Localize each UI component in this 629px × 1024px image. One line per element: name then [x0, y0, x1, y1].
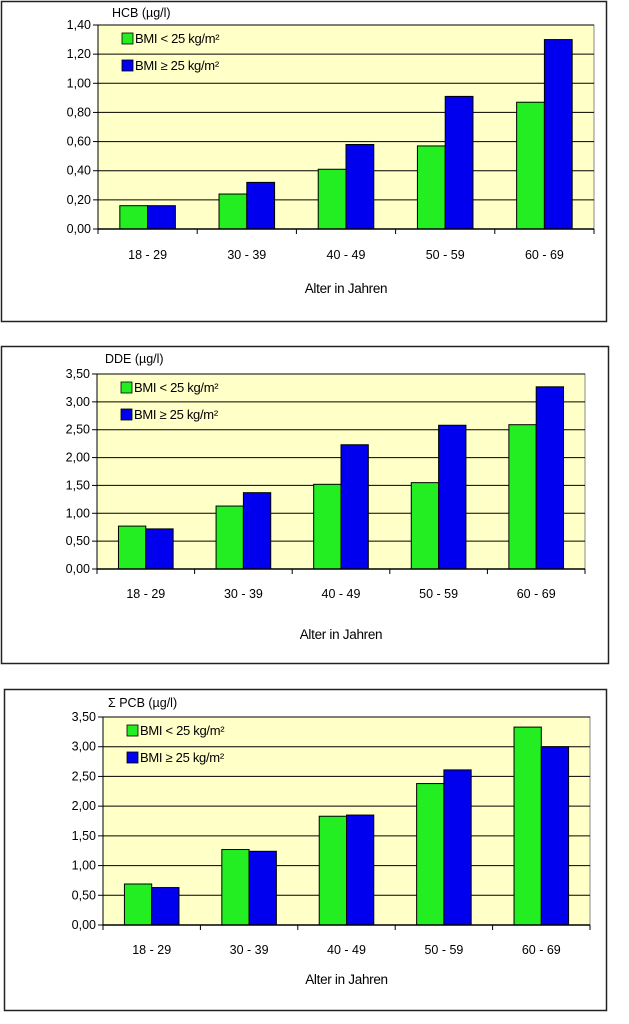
y-tick-label: 3,50	[66, 367, 90, 381]
bar-bmi-low	[313, 483, 342, 570]
y-tick-label: 0,60	[67, 135, 91, 149]
bar-bmi-high	[443, 769, 472, 926]
bar-bmi-low	[119, 205, 149, 230]
chart-title: Σ PCB (µg/l)	[108, 696, 177, 710]
x-tick-label: 40 - 49	[322, 587, 361, 601]
x-tick-label: 30 - 39	[227, 248, 266, 262]
legend-label: BMI ≥ 25 kg/m²	[135, 58, 220, 73]
y-tick-label: 1,40	[67, 18, 91, 32]
y-tick-label: 0,50	[72, 888, 96, 902]
bar-bmi-low	[410, 482, 440, 570]
y-tick-label: 3,00	[66, 395, 90, 409]
legend-swatch	[121, 32, 134, 45]
x-tick-label: 30 - 39	[230, 943, 269, 957]
y-tick-label: 3,50	[72, 710, 96, 724]
y-tick-label: 0,80	[67, 105, 91, 119]
bar-bmi-high	[147, 205, 176, 230]
chart-1: 0,00 0,20 0,40 0,60 0,80 1,00 1,20 1,40 18 - 29 3…	[0, 0, 608, 323]
y-tick-label: 2,00	[66, 451, 90, 465]
legend-swatch	[126, 724, 139, 737]
x-tick-label: 50 - 59	[426, 248, 465, 262]
chart-3: 0,00 0,50 1,00 1,50 2,00 2,50 3,00 3,50 18 - 29 3…	[3, 688, 608, 1012]
x-tick-label: 60 - 69	[522, 943, 561, 957]
bar-bmi-high	[248, 850, 277, 926]
bar-bmi-low	[221, 849, 250, 926]
legend-swatch	[120, 408, 133, 421]
bar-bmi-low	[317, 168, 347, 230]
legend-label: BMI ≥ 25 kg/m²	[140, 750, 225, 765]
x-tick-label: 60 - 69	[525, 248, 564, 262]
y-tick-label: 1,00	[67, 76, 91, 90]
bar-bmi-low	[508, 424, 537, 570]
bar-bmi-high	[540, 746, 570, 926]
x-tick-label: 50 - 59	[419, 587, 458, 601]
x-axis-label: Alter in Jahren	[300, 627, 383, 642]
y-tick-label: 1,50	[66, 478, 90, 492]
y-tick-label: 0,00	[67, 222, 91, 236]
chart-title: HCB (µg/l)	[112, 6, 171, 20]
y-tick-label: 1,20	[67, 47, 91, 61]
y-tick-label: 1,50	[72, 829, 96, 843]
y-tick-label: 2,00	[72, 799, 96, 813]
legend-label: BMI < 25 kg/m²	[135, 31, 220, 46]
bar-bmi-low	[215, 505, 244, 570]
x-tick-label: 50 - 59	[424, 943, 463, 957]
x-tick-label: 60 - 69	[517, 587, 556, 601]
bar-bmi-high	[145, 528, 174, 570]
legend-label: BMI < 25 kg/m²	[134, 380, 219, 395]
y-tick-label: 3,00	[72, 740, 96, 754]
x-tick-label: 18 - 29	[128, 248, 167, 262]
bar-bmi-high	[346, 814, 375, 926]
x-tick-label: 18 - 29	[126, 587, 165, 601]
bar-bmi-high	[444, 95, 474, 230]
bar-bmi-low	[117, 525, 147, 570]
bar-bmi-high	[345, 143, 375, 230]
y-tick-label: 0,00	[72, 918, 96, 932]
bar-bmi-high	[246, 181, 276, 230]
y-tick-label: 1,00	[66, 506, 90, 520]
bar-bmi-high	[543, 39, 573, 230]
bar-bmi-high	[242, 492, 272, 570]
legend-swatch	[121, 59, 134, 72]
bar-bmi-low	[416, 145, 446, 230]
y-tick-label: 2,50	[66, 423, 90, 437]
x-tick-label: 30 - 39	[224, 587, 263, 601]
x-tick-label: 40 - 49	[327, 943, 366, 957]
chart-title: DDE (µg/l)	[105, 352, 164, 366]
bar-bmi-high	[151, 887, 180, 926]
y-tick-label: 1,00	[72, 859, 96, 873]
x-tick-label: 18 - 29	[132, 943, 171, 957]
x-tick-label: 40 - 49	[327, 248, 366, 262]
bar-bmi-low	[416, 783, 445, 926]
y-tick-label: 0,20	[67, 193, 91, 207]
bar-bmi-low	[123, 883, 153, 926]
x-axis-label: Alter in Jahren	[305, 281, 388, 296]
y-tick-label: 0,50	[66, 534, 90, 548]
bar-bmi-low	[516, 101, 545, 230]
bar-bmi-low	[318, 815, 347, 926]
legend-label: BMI < 25 kg/m²	[140, 723, 225, 738]
y-tick-label: 2,50	[72, 769, 96, 783]
bar-bmi-high	[340, 444, 369, 570]
bar-bmi-high	[438, 424, 467, 570]
legend-swatch	[120, 381, 133, 394]
bar-bmi-low	[513, 726, 542, 926]
x-axis-label: Alter in Jahren	[305, 972, 388, 987]
bar-bmi-low	[218, 193, 248, 230]
legend-swatch	[126, 751, 139, 764]
legend-label: BMI ≥ 25 kg/m²	[134, 407, 219, 422]
y-tick-label: 0,00	[66, 562, 90, 576]
y-tick-label: 0,40	[67, 164, 91, 178]
bar-bmi-high	[535, 386, 565, 570]
chart-2: 0,00 0,50 1,00 1,50 2,00 2,50 3,00 3,50 18 - 29 3…	[0, 345, 610, 665]
